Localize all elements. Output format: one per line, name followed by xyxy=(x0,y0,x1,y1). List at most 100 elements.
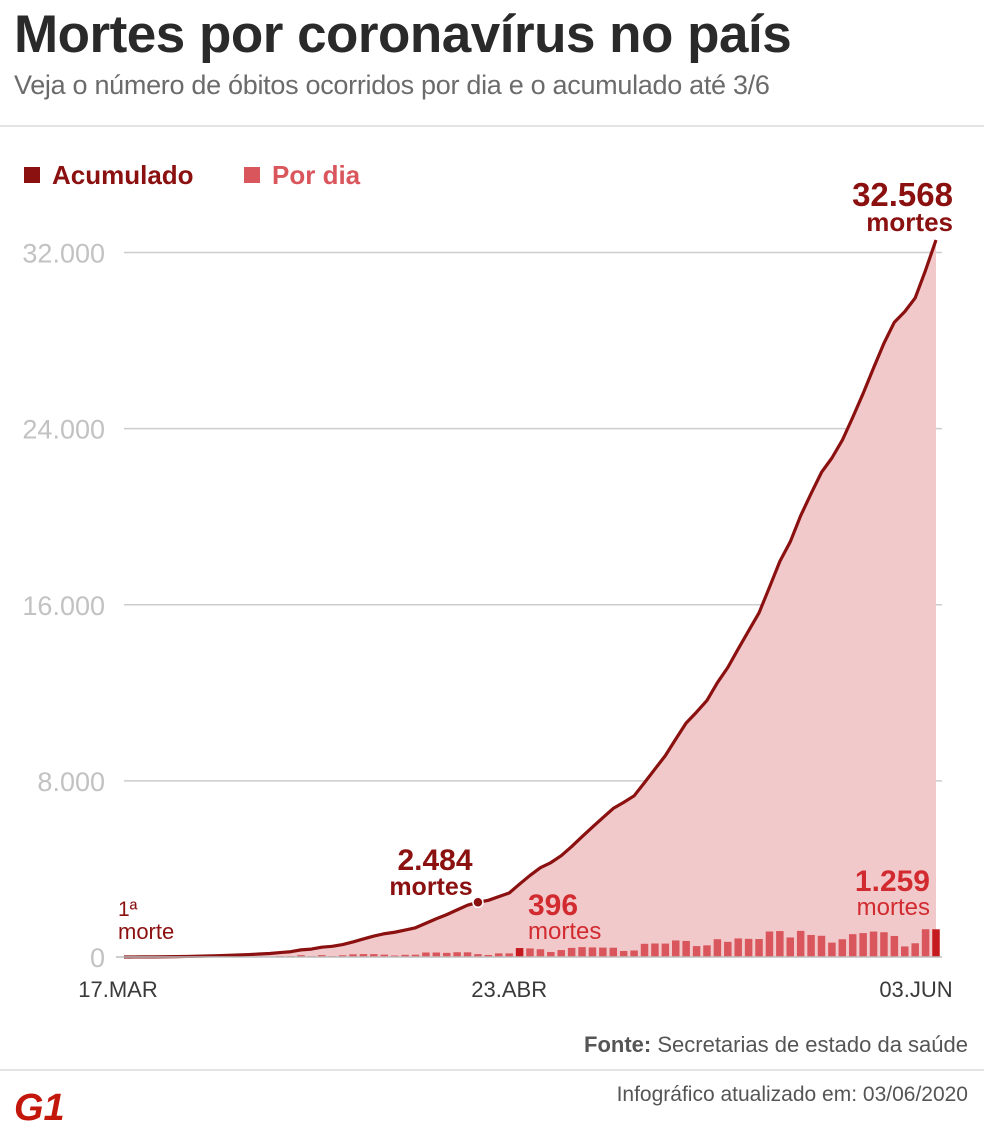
daily-bar xyxy=(619,950,628,957)
daily-bar xyxy=(557,950,565,957)
daily-bar xyxy=(796,930,805,957)
daily-bar xyxy=(744,938,753,957)
g1-logo: G1 xyxy=(14,1087,65,1126)
daily-bar xyxy=(713,939,722,957)
daily-bar xyxy=(297,955,305,957)
daily-bar xyxy=(911,943,919,957)
y-tick-label: 0 xyxy=(90,943,105,973)
annotation-end-value: 32.568 xyxy=(852,176,953,213)
daily-bar xyxy=(401,954,409,957)
source-text: Secretarias de estado da saúde xyxy=(657,1032,968,1057)
source-label: Fonte: xyxy=(584,1032,652,1057)
annotation-daily-end-value: 1.259 xyxy=(855,865,930,898)
daily-bar xyxy=(651,943,659,957)
daily-bar xyxy=(807,934,815,957)
daily-bar xyxy=(338,955,347,957)
daily-bar xyxy=(734,938,742,957)
cumulative-area xyxy=(124,240,936,957)
daily-bar xyxy=(776,931,784,957)
page-title: Mortes por coronavírus no país xyxy=(14,5,792,64)
daily-bar xyxy=(901,946,909,957)
daily-bar xyxy=(921,929,930,957)
daily-bar xyxy=(932,929,940,957)
legend-swatch-cumulative xyxy=(24,167,40,183)
legend-item-daily: Por dia xyxy=(244,158,360,192)
daily-bar xyxy=(755,939,763,957)
daily-bar xyxy=(318,955,326,957)
daily-bar xyxy=(869,931,878,957)
daily-bar xyxy=(474,954,482,957)
updated-note: Infográfico atualizado em: 03/06/2020 xyxy=(616,1083,968,1106)
daily-bar xyxy=(661,943,670,957)
legend-label-daily: Por dia xyxy=(272,159,361,190)
daily-bar xyxy=(682,940,690,957)
area-layer xyxy=(124,240,936,957)
annotation-daily-end-unit: mortes xyxy=(857,894,930,921)
daily-bar xyxy=(442,952,451,957)
daily-bar xyxy=(609,947,618,957)
daily-bar xyxy=(890,935,899,957)
point-2484 xyxy=(472,896,484,909)
annotation-end-unit: mortes xyxy=(866,207,953,237)
deaths-chart: 0 8.000 16.000 24.000 32.000 1ª morte 2.484 … xyxy=(22,176,953,1002)
cumulative-line xyxy=(123,239,938,959)
daily-bar xyxy=(692,946,701,957)
daily-bar xyxy=(630,950,638,957)
daily-bar xyxy=(724,941,732,957)
daily-bar xyxy=(422,952,430,957)
x-tick-label: 23.ABR xyxy=(471,977,547,1002)
y-tick-label: 32.000 xyxy=(22,239,105,269)
label-layer: 1ª morte 2.484 mortes 396 mortes 32.568 … xyxy=(118,176,953,945)
daily-bar xyxy=(349,954,357,957)
daily-bar xyxy=(703,945,711,957)
daily-bar xyxy=(567,947,576,957)
daily-bar xyxy=(526,948,534,957)
daily-bar xyxy=(578,947,586,957)
top-divider xyxy=(0,125,984,127)
daily-bar xyxy=(505,953,513,957)
daily-bar xyxy=(838,939,847,957)
y-tick-label: 16.000 xyxy=(22,591,105,621)
g1-logo-text: G1 xyxy=(14,1087,65,1126)
daily-bar xyxy=(380,954,389,957)
daily-bar xyxy=(411,954,420,957)
annotation-apr-unit: mortes xyxy=(389,873,472,901)
daily-bar xyxy=(848,934,857,957)
daily-bar xyxy=(672,940,680,957)
annotation-first-death-1: 1ª xyxy=(118,898,138,921)
daily-bar xyxy=(536,949,545,957)
daily-bar xyxy=(599,947,607,957)
line-layer xyxy=(123,239,938,959)
daily-bar xyxy=(817,935,826,957)
legend-item-cumulative: Acumulado xyxy=(24,158,194,192)
daily-bar xyxy=(765,931,774,957)
daily-bar xyxy=(640,943,649,957)
x-tick-label: 03.JUN xyxy=(879,977,952,1002)
x-tick-label: 17.MAR xyxy=(78,977,157,1002)
legend-swatch-daily xyxy=(244,167,260,183)
y-tick-label: 8.000 xyxy=(37,767,105,797)
daily-bar xyxy=(786,937,795,957)
daily-bar xyxy=(828,942,836,957)
daily-bar xyxy=(547,951,555,957)
annotation-daily-apr-value: 396 xyxy=(528,889,578,922)
y-tick-label: 24.000 xyxy=(22,415,105,445)
daily-bar xyxy=(880,932,888,957)
annotation-daily-apr-unit: mortes xyxy=(528,918,601,945)
daily-bar xyxy=(515,948,524,957)
source-note: Fonte: Secretarias de estado da saúde xyxy=(584,1032,968,1058)
daily-bar xyxy=(484,955,493,957)
daily-bar xyxy=(588,947,597,957)
annotation-apr-value: 2.484 xyxy=(397,844,472,877)
legend-label-cumulative: Acumulado xyxy=(52,159,194,190)
annotation-first-death-2: morte xyxy=(118,919,174,944)
page-subtitle: Veja o número de óbitos ocorridos por di… xyxy=(14,70,770,100)
bottom-divider xyxy=(0,1069,984,1071)
daily-bar xyxy=(463,952,472,957)
daily-bar xyxy=(370,954,378,957)
daily-bar xyxy=(432,952,441,957)
daily-bar xyxy=(495,953,503,957)
daily-bar xyxy=(453,952,461,957)
axis-layer: 17.MAR 23.ABR 03.JUN xyxy=(78,956,953,1002)
daily-bar xyxy=(359,954,368,957)
